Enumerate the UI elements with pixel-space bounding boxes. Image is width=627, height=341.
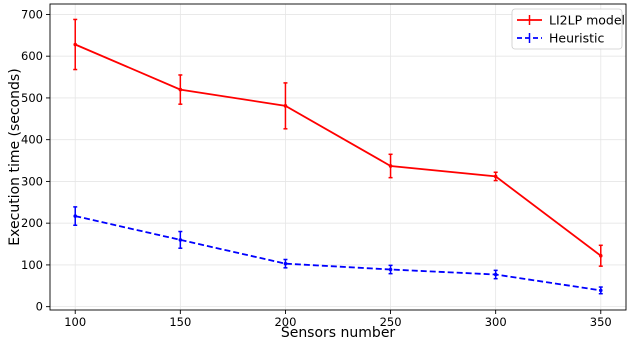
data-point [73,214,78,218]
series-0 [73,18,603,267]
x-tick-label: 200 [274,315,296,329]
legend-label: Heuristic [549,31,605,46]
y-tick-label: 200 [21,216,43,230]
plot-frame [49,3,627,311]
legend-box [511,8,623,50]
legend-item: Heuristic [517,31,605,46]
axes: 100 150 200 250 300 350 0 100 200 300 400 500 600 700 [21,3,627,329]
legend-item: LI2LP model [517,13,625,28]
legend-label: LI2LP model [549,13,625,28]
grid-lines [50,4,626,310]
x-tick-label: 150 [169,315,191,329]
data-point [598,253,603,258]
data-point [283,104,288,108]
x-axis-title: Sensors number [281,325,396,341]
data-series [73,18,603,295]
y-tick-label: 100 [21,258,43,272]
x-tick-label: 250 [380,315,402,329]
legend: LI2LP model Heuristic [511,8,625,50]
data-point [283,261,288,266]
data-point [388,164,393,168]
y-tick-label: 300 [21,174,43,188]
series-1 [73,206,603,295]
y-tick-label: 600 [21,49,43,63]
y-tick-label: 700 [21,7,43,21]
y-tick-label: 500 [21,91,43,105]
data-point [493,174,498,179]
y-axis-title: Execution time (seconds) [7,68,23,245]
series-line [75,215,601,292]
data-point [598,288,603,293]
x-tick-label: 350 [590,315,612,329]
data-point [493,272,498,277]
x-tick-label: 100 [64,315,86,329]
data-point [73,42,78,47]
data-point [178,238,183,242]
data-point [178,87,183,92]
x-tick-label: 300 [485,315,507,329]
series-line [74,43,602,257]
y-tick-label: 0 [36,300,43,314]
y-tick-label: 400 [21,133,43,147]
data-point [388,267,393,272]
